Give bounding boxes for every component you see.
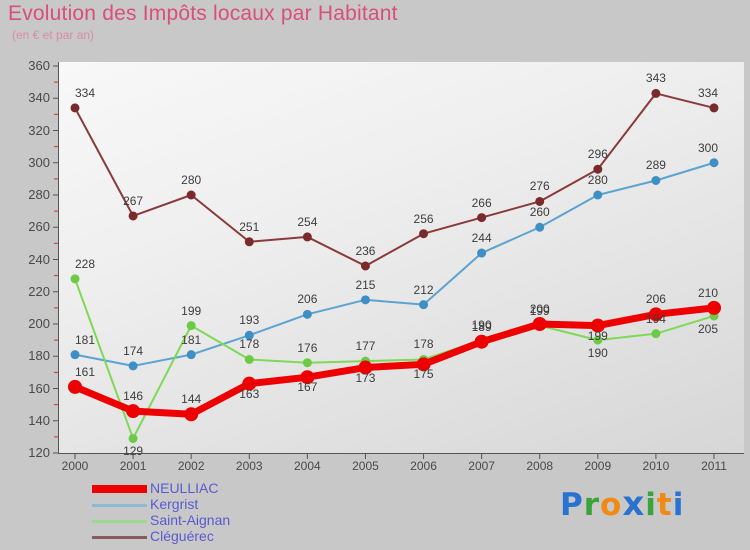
y-tick-label: 200 (28, 316, 50, 331)
data-point-label: 254 (297, 214, 318, 229)
y-tick-label: 120 (28, 445, 50, 460)
legend-swatch (92, 504, 147, 507)
x-tick-label: 2005 (352, 459, 379, 473)
data-point-label: 343 (645, 71, 666, 86)
x-tick-label: 2002 (177, 459, 205, 473)
x-tick-label: 2006 (410, 459, 437, 473)
legend-swatch (92, 536, 147, 539)
x-tick-label: 2004 (294, 459, 321, 473)
data-point-label: 129 (123, 444, 144, 459)
legend-item[interactable]: Kergrist (92, 496, 392, 514)
data-point-label: 276 (529, 179, 550, 194)
chart-header: Evolution des Impôts locaux par Habitant… (0, 0, 750, 48)
data-point-label: 144 (181, 392, 202, 407)
legend-label: Saint-Aignan (150, 512, 231, 528)
data-point-label: 212 (413, 282, 434, 297)
data-point-label: 199 (181, 303, 202, 318)
y-tick-label: 340 (28, 90, 50, 106)
data-point-label: 190 (587, 346, 608, 361)
legend-swatch (92, 485, 147, 493)
x-tick-label: 2007 (468, 459, 495, 473)
data-point-label: 189 (471, 319, 492, 334)
legend-item[interactable]: Saint-Aignan (92, 512, 392, 530)
logo-letter: P (560, 487, 584, 523)
x-tick-label: 2009 (584, 459, 612, 473)
legend-swatch (92, 520, 147, 523)
data-point-label: 146 (123, 389, 144, 404)
data-point-label: 334 (697, 85, 719, 100)
data-point-label: 210 (697, 285, 719, 300)
y-tick-label: 320 (28, 122, 50, 138)
data-point-label: 280 (587, 173, 608, 187)
data-point-label: 289 (645, 158, 666, 173)
data-point-label: 296 (587, 147, 608, 162)
data-point-label: 178 (413, 337, 434, 352)
legend-item[interactable]: NEULLIAC (92, 480, 392, 498)
data-point-label: 176 (297, 340, 318, 355)
legend-label: Cléguérec (150, 528, 214, 544)
x-tick-label: 2008 (526, 459, 554, 473)
y-tick-label: 180 (28, 348, 50, 364)
legend-item[interactable]: Cléguérec (92, 528, 392, 546)
page-subtitle: (en € et par an) (12, 28, 95, 42)
data-point-label: 177 (355, 339, 376, 354)
data-point-label: 244 (471, 231, 492, 246)
data-point-label: 251 (239, 219, 260, 234)
y-tick-label: 260 (28, 219, 50, 235)
data-point-label: 163 (239, 386, 260, 401)
plot-area (58, 62, 744, 454)
y-tick-label: 140 (28, 412, 50, 428)
data-point-label: 256 (413, 211, 434, 226)
data-point-label: 199 (529, 303, 550, 318)
data-point-label: 205 (697, 321, 719, 336)
data-point-label: 161 (74, 364, 96, 379)
x-tick-label: 2011 (701, 459, 727, 473)
data-point-label: 174 (123, 343, 144, 358)
data-point-label: 200 (529, 302, 550, 316)
data-point-label: 181 (181, 332, 202, 347)
data-point-label: 206 (645, 292, 666, 307)
x-tick-label: 2003 (235, 459, 263, 473)
data-point-label: 193 (239, 313, 260, 328)
data-point-label: 215 (355, 277, 376, 292)
data-point-label: 194 (645, 311, 666, 326)
logo-letter: o (600, 487, 623, 523)
data-point-label: 266 (471, 195, 492, 210)
x-tick-label: 2010 (642, 459, 670, 473)
y-tick-label: 360 (28, 58, 50, 73)
data-point-label: 267 (123, 193, 144, 208)
data-point-label: 260 (529, 205, 550, 220)
data-point-label: 167 (297, 380, 318, 395)
legend: NEULLIAC Kergrist Saint-Aignan Cléguérec (92, 480, 392, 546)
logo-letter: i (645, 487, 657, 523)
logo-letter: r (583, 487, 601, 523)
logo-letter: x (622, 484, 646, 524)
data-point-label: 175 (413, 367, 434, 382)
page-title: Evolution des Impôts locaux par Habitant (8, 2, 398, 25)
y-tick-label: 300 (28, 154, 50, 170)
data-point-label: 199 (587, 328, 608, 343)
x-tick-label: 2000 (61, 459, 89, 473)
data-point-label: 280 (181, 173, 202, 187)
legend-label: Kergrist (150, 496, 199, 512)
logo-letter: t (656, 487, 673, 523)
legend-label: NEULLIAC (150, 480, 219, 496)
y-tick-label: 280 (28, 187, 50, 202)
data-point-label: 300 (697, 140, 719, 155)
data-point-label: 173 (355, 370, 376, 385)
data-point-label: 236 (355, 243, 376, 258)
data-point-label: 334 (74, 85, 96, 100)
data-point-label: 206 (297, 292, 318, 307)
data-point-label: 190 (471, 318, 492, 333)
y-tick-label: 160 (28, 380, 50, 396)
y-tick-label: 220 (28, 283, 50, 299)
y-tick-label: 240 (28, 251, 50, 267)
data-point-label: 228 (74, 256, 96, 271)
logo-letter: i (672, 487, 685, 523)
proxiti-logo: Proxiti (560, 484, 684, 524)
data-point-label: 181 (74, 332, 96, 347)
x-tick-label: 2001 (119, 459, 147, 473)
data-point-label: 178 (239, 337, 260, 352)
